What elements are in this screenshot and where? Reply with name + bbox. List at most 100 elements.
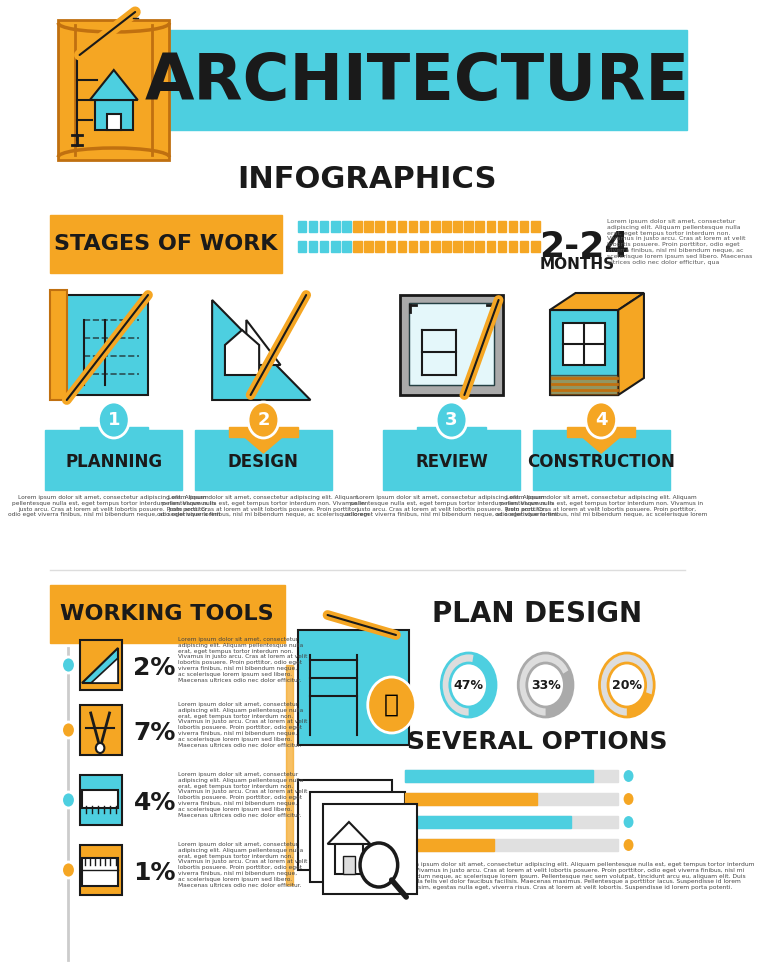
- Text: SEVERAL OPTIONS: SEVERAL OPTIONS: [407, 730, 667, 754]
- Circle shape: [248, 402, 279, 438]
- Text: WORKING TOOLS: WORKING TOOLS: [60, 604, 273, 624]
- Bar: [453, 241, 462, 252]
- Wedge shape: [442, 653, 496, 717]
- Text: DESIGN: DESIGN: [228, 453, 299, 471]
- Bar: [509, 241, 518, 252]
- Text: Lorem ipsum dolor sit amet, consectetur
adipiscing elit. Aliquam pellentesque nu: Lorem ipsum dolor sit amet, consectetur …: [178, 772, 307, 817]
- Bar: [563, 323, 605, 365]
- Bar: [95, 100, 132, 130]
- Bar: [409, 303, 494, 385]
- Text: 2-24: 2-24: [539, 230, 630, 264]
- Bar: [353, 221, 362, 232]
- Bar: [409, 303, 494, 385]
- Bar: [405, 816, 572, 828]
- Bar: [405, 770, 593, 782]
- Polygon shape: [90, 70, 138, 100]
- Text: PLANNING: PLANNING: [65, 453, 162, 471]
- Bar: [550, 375, 619, 395]
- Circle shape: [360, 843, 398, 887]
- Polygon shape: [550, 293, 644, 310]
- Circle shape: [99, 402, 129, 438]
- Circle shape: [96, 743, 104, 753]
- Bar: [431, 221, 439, 232]
- Bar: [442, 241, 451, 252]
- Circle shape: [62, 657, 75, 673]
- Bar: [110, 405, 118, 427]
- Bar: [531, 221, 539, 232]
- Bar: [259, 405, 268, 427]
- Text: 47%: 47%: [453, 678, 484, 692]
- Bar: [486, 241, 495, 252]
- Bar: [320, 221, 328, 232]
- Circle shape: [622, 815, 634, 829]
- Bar: [431, 241, 439, 252]
- Text: Lorem ipsum dolor sit amet, consectetur
adipiscing elit. Aliquam pellentesque nu: Lorem ipsum dolor sit amet, consectetur …: [178, 842, 307, 888]
- Polygon shape: [619, 293, 644, 395]
- Bar: [398, 221, 406, 232]
- Bar: [286, 665, 293, 885]
- Bar: [531, 241, 539, 252]
- Bar: [45, 430, 182, 490]
- Polygon shape: [82, 648, 118, 683]
- Bar: [364, 241, 373, 252]
- Text: 4: 4: [595, 411, 608, 429]
- Text: Lorem ipsum dolor sit amet, consectetur adipiscing elit. Aliquam
pellentesque nu: Lorem ipsum dolor sit amet, consectetur …: [345, 495, 557, 517]
- Bar: [405, 793, 537, 805]
- Bar: [398, 241, 406, 252]
- Bar: [298, 241, 306, 252]
- Polygon shape: [583, 437, 620, 453]
- Text: ARCHITECTURE: ARCHITECTURE: [145, 51, 690, 113]
- Text: 2: 2: [257, 411, 269, 429]
- Bar: [82, 790, 118, 808]
- Polygon shape: [91, 658, 118, 683]
- Circle shape: [586, 402, 616, 438]
- Wedge shape: [627, 692, 653, 717]
- Bar: [532, 430, 669, 490]
- Polygon shape: [244, 437, 282, 453]
- Text: 1%: 1%: [133, 861, 176, 885]
- Bar: [331, 221, 340, 232]
- Circle shape: [62, 862, 75, 878]
- Text: 1: 1: [107, 411, 120, 429]
- Bar: [298, 630, 409, 745]
- Text: INFOGRAPHICS: INFOGRAPHICS: [237, 166, 496, 194]
- Bar: [49, 585, 285, 643]
- Bar: [107, 114, 121, 130]
- Text: REVIEW: REVIEW: [415, 453, 488, 471]
- Bar: [409, 221, 417, 232]
- Bar: [323, 804, 417, 894]
- Text: Lorem ipsum dolor sit amet, consectetur adipiscing elit. Aliquam pellentesque nu: Lorem ipsum dolor sit amet, consectetur …: [400, 862, 755, 890]
- Text: 2%: 2%: [133, 656, 176, 680]
- Bar: [309, 241, 317, 252]
- Text: CONSTRUCTION: CONSTRUCTION: [527, 453, 675, 471]
- Bar: [498, 241, 507, 252]
- Text: Lorem ipsum dolor sit amet, consectetur adipiscing elit. Aliquam
pellentesque nu: Lorem ipsum dolor sit amet, consectetur …: [495, 495, 707, 517]
- Bar: [49, 215, 282, 273]
- Bar: [229, 427, 298, 437]
- Polygon shape: [95, 437, 132, 453]
- Polygon shape: [327, 822, 370, 844]
- Polygon shape: [433, 437, 471, 453]
- Bar: [342, 241, 351, 252]
- Text: STAGES OF WORK: STAGES OF WORK: [54, 234, 278, 254]
- Circle shape: [62, 722, 75, 738]
- Text: Lorem ipsum dolor sit amet, consectetur
adipiscing elit. Aliquam pellentesque nu: Lorem ipsum dolor sit amet, consectetur …: [178, 637, 307, 683]
- Bar: [320, 241, 328, 252]
- Bar: [486, 221, 495, 232]
- Bar: [309, 221, 317, 232]
- Bar: [335, 844, 363, 874]
- Text: 4%: 4%: [133, 791, 176, 815]
- Bar: [80, 705, 122, 755]
- Bar: [567, 427, 635, 437]
- Bar: [195, 430, 332, 490]
- Bar: [342, 221, 351, 232]
- Bar: [417, 427, 485, 437]
- Bar: [405, 793, 619, 805]
- Bar: [387, 221, 395, 232]
- Bar: [475, 221, 484, 232]
- Text: Lorem ipsum dolor sit amet, consectetur adipiscing elit. Aliquam
pellentesque nu: Lorem ipsum dolor sit amet, consectetur …: [157, 495, 370, 517]
- Bar: [80, 845, 122, 895]
- Text: 👍: 👍: [384, 693, 399, 717]
- Polygon shape: [212, 300, 310, 400]
- Bar: [520, 221, 529, 232]
